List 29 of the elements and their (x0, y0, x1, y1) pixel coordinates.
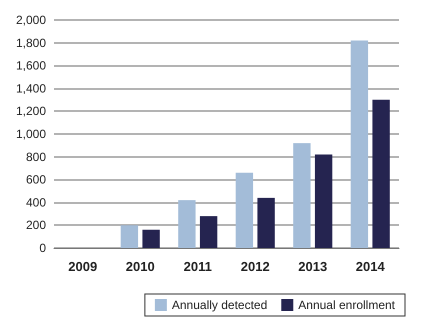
x-tick-label: 2012 (240, 259, 270, 274)
y-tick-label: 2,000 (16, 13, 46, 27)
y-tick-label: 1,800 (16, 36, 46, 50)
bar (142, 230, 160, 248)
bar (293, 143, 311, 248)
bar (350, 40, 368, 248)
y-tick-label: 0 (39, 241, 46, 255)
x-tick-label: 2014 (356, 259, 386, 274)
bar (314, 154, 332, 248)
y-tick-label: 1,200 (16, 104, 46, 118)
bar (236, 172, 254, 248)
bar (178, 200, 196, 248)
x-tick-label: 2011 (184, 259, 212, 274)
bar (200, 216, 218, 248)
y-tick-label: 400 (26, 195, 46, 210)
y-tick-label: 800 (26, 150, 46, 164)
y-tick-label: 600 (26, 172, 46, 187)
bar (257, 198, 275, 248)
y-tick-label: 1,000 (16, 127, 46, 141)
legend-label: Annual enrollment (298, 298, 396, 312)
bar (120, 225, 138, 248)
legend-label: Annually detected (172, 298, 268, 312)
y-tick-label: 1,600 (16, 58, 46, 73)
bar (372, 100, 390, 248)
y-tick-label: 200 (26, 218, 46, 232)
x-tick-label: 2010 (126, 259, 155, 274)
y-tick-label: 1,400 (16, 81, 46, 96)
x-tick-label: 2013 (298, 259, 328, 274)
x-tick-label: 2009 (68, 259, 98, 274)
